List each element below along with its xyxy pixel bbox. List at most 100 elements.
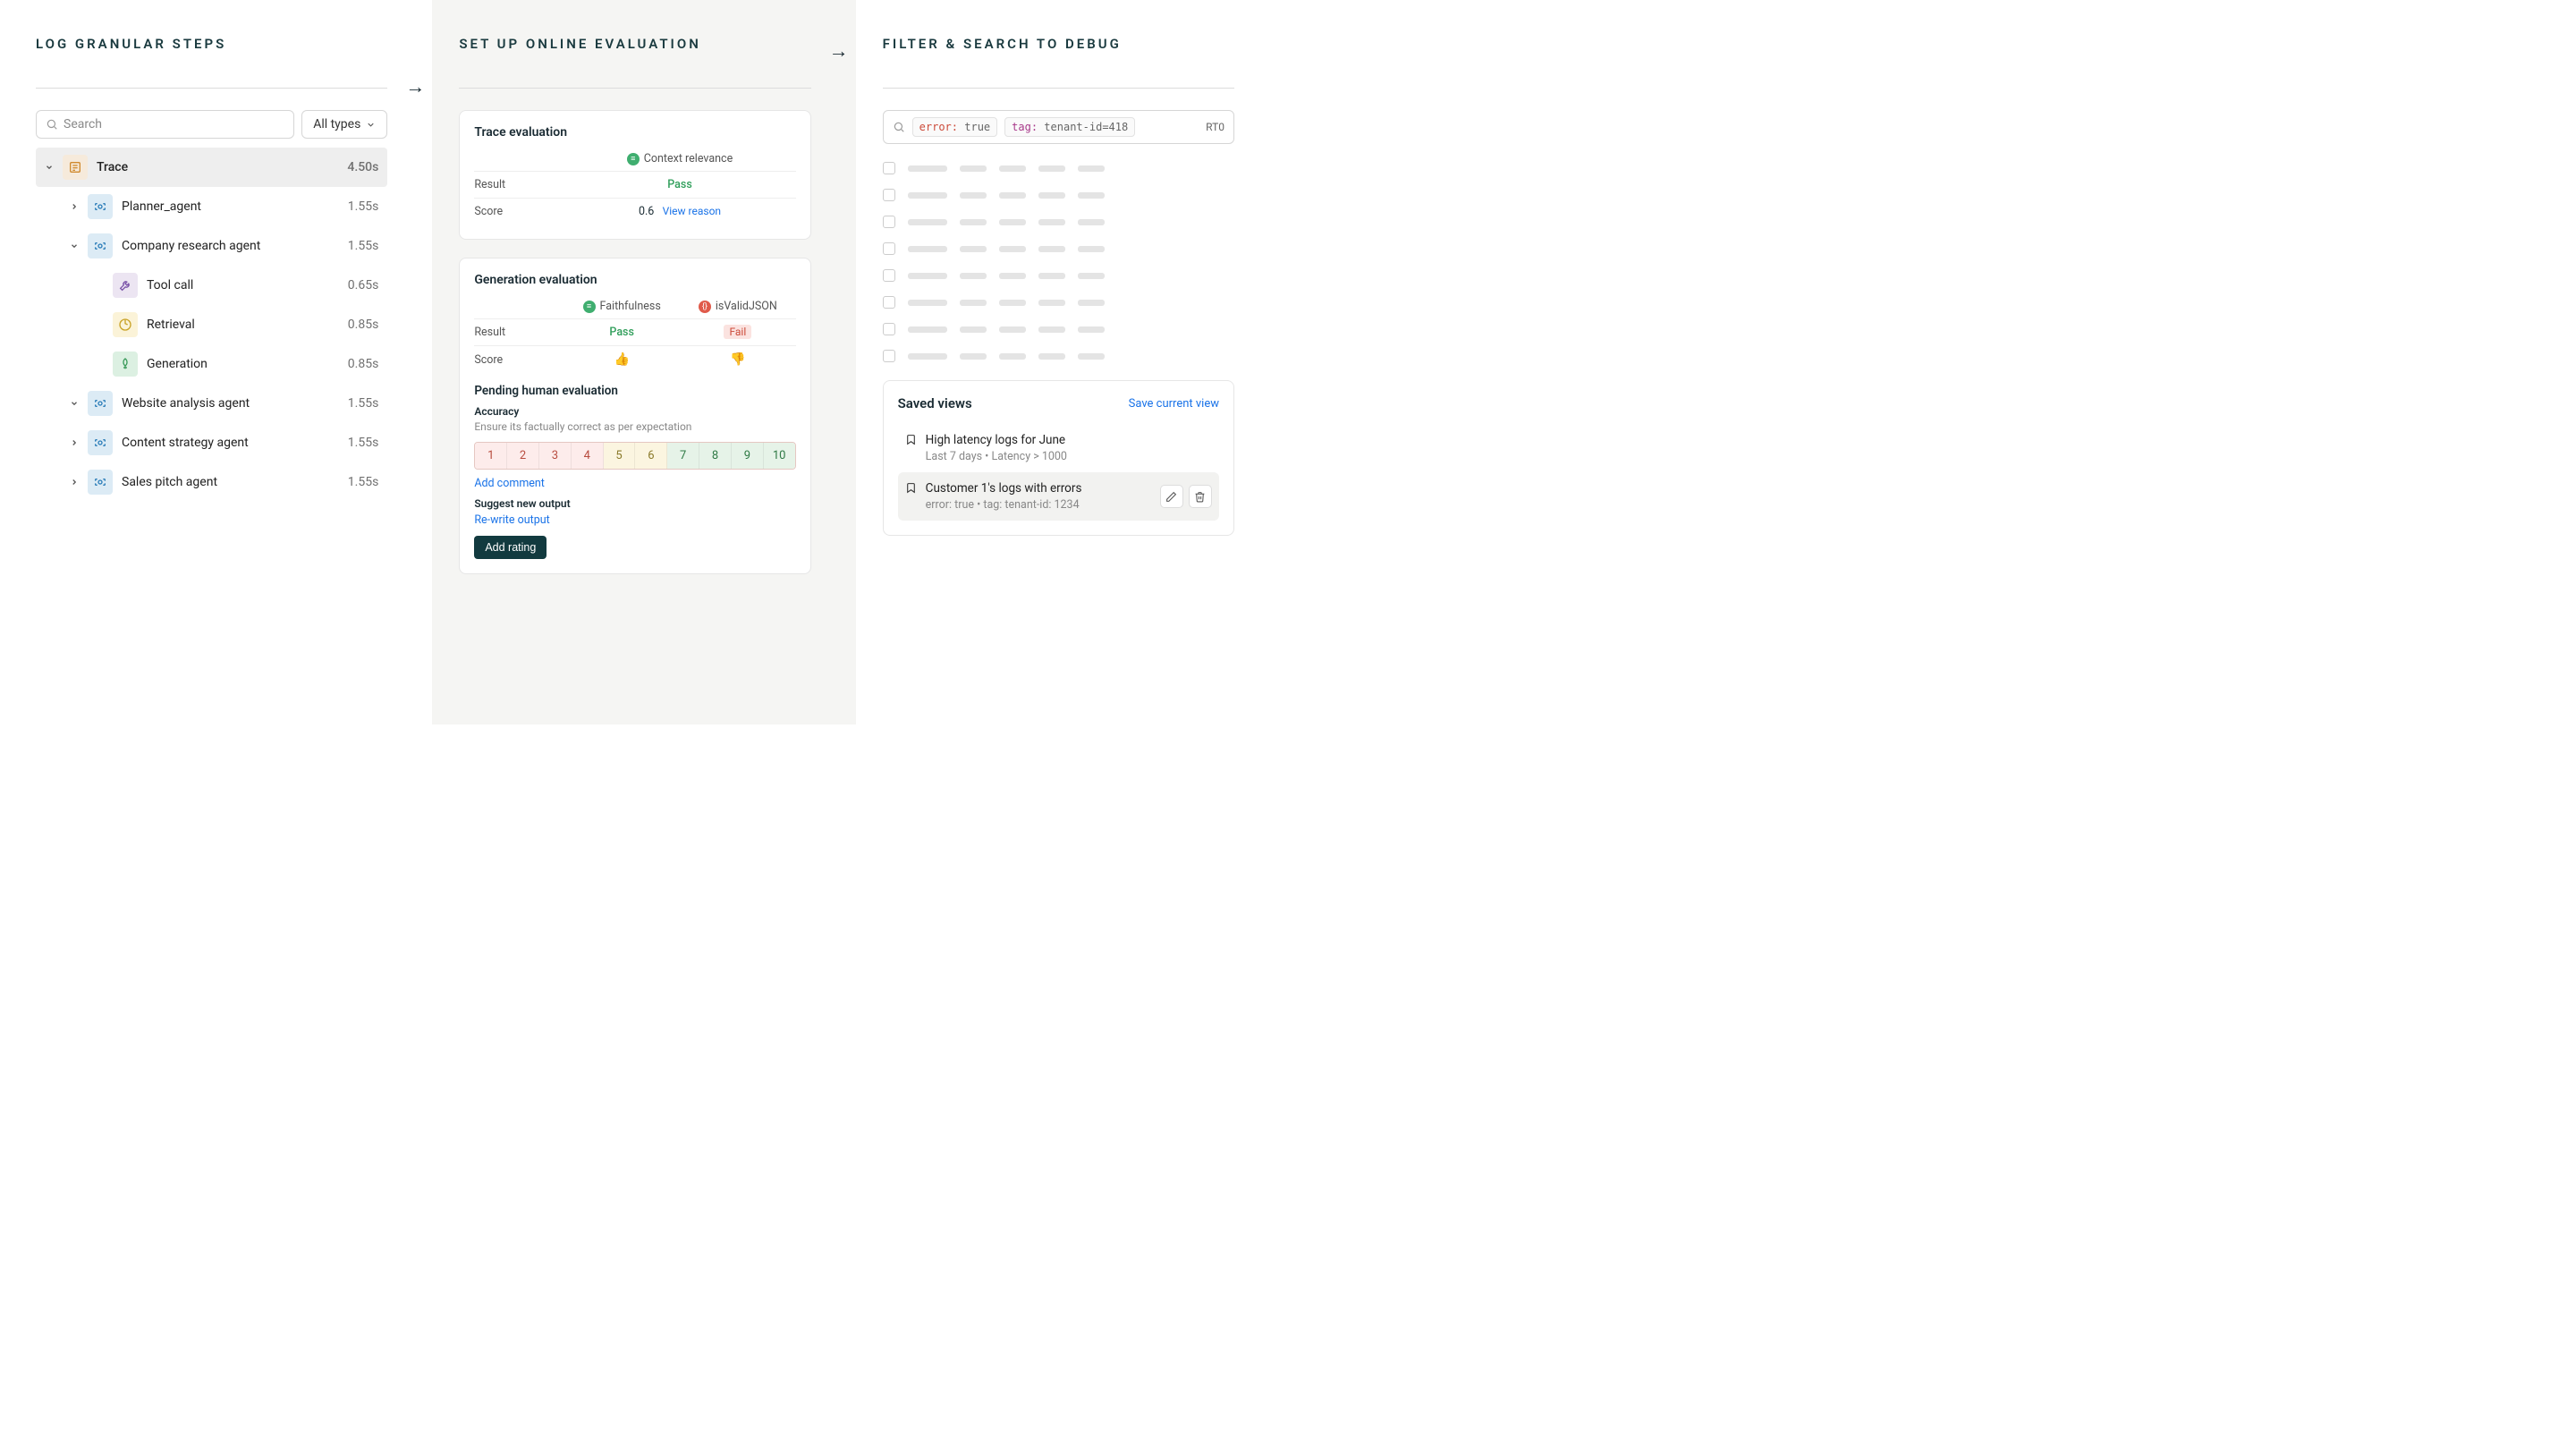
trace-tree: Trace4.50sPlanner_agent1.55sCompany rese… — [36, 148, 387, 502]
node-time: 1.55s — [348, 475, 388, 489]
saved-view-item[interactable]: High latency logs for JuneLast 7 days • … — [898, 424, 1219, 472]
rating-cell[interactable]: 9 — [732, 443, 764, 469]
result-value: Pass — [667, 178, 692, 191]
rating-cell[interactable]: 7 — [667, 443, 699, 469]
rating-cell[interactable]: 2 — [507, 443, 539, 469]
rating-cell[interactable]: 10 — [764, 443, 795, 469]
saved-view-item[interactable]: Customer 1's logs with errorserror: true… — [898, 472, 1219, 521]
rt-label: RT0 — [1206, 121, 1224, 133]
chevron-icon[interactable] — [70, 202, 82, 211]
placeholder-bar — [908, 300, 947, 306]
placeholder-bar — [960, 219, 987, 225]
node-time: 0.65s — [348, 278, 388, 292]
rating-cell[interactable]: 1 — [475, 443, 507, 469]
tree-row[interactable]: Retrieval0.85s — [36, 305, 387, 344]
tree-row[interactable]: Tool call0.65s — [36, 266, 387, 305]
placeholder-bar — [1038, 165, 1065, 172]
node-label: Trace — [97, 160, 347, 174]
node-label: Planner_agent — [122, 199, 348, 214]
tree-row[interactable]: Planner_agent1.55s — [36, 187, 387, 226]
tree-row[interactable]: Trace4.50s — [36, 148, 387, 187]
placeholder-bar — [960, 273, 987, 279]
chevron-icon[interactable] — [70, 478, 82, 487]
agent-icon — [88, 233, 113, 258]
checkbox[interactable] — [883, 162, 895, 174]
chevron-icon[interactable] — [70, 242, 82, 250]
filter-bar[interactable]: error: true tag: tenant-id=418 RT0 — [883, 110, 1234, 144]
filter-chip-error[interactable]: error: true — [912, 117, 998, 137]
result-label: Result — [474, 178, 564, 191]
bookmark-icon — [905, 434, 917, 445]
pending-title: Pending human evaluation — [474, 384, 795, 398]
panel-title: LOG GRANULAR STEPS — [36, 36, 387, 52]
edit-button[interactable] — [1160, 485, 1183, 508]
saved-view-title: Customer 1's logs with errors — [926, 481, 1082, 496]
rating-scale: 12345678910 — [474, 442, 795, 470]
checkbox[interactable] — [883, 323, 895, 335]
thumbs-down-icon[interactable]: 👎 — [730, 352, 745, 367]
divider — [883, 88, 1234, 89]
generation-evaluation-card: Generation evaluation ≡ Faithfulness {} … — [459, 258, 810, 574]
arrow-icon: → — [405, 75, 425, 98]
node-time: 0.85s — [348, 357, 388, 371]
type-filter-dropdown[interactable]: All types — [301, 110, 387, 139]
thumbs-up-icon[interactable]: 👍 — [614, 352, 629, 367]
rating-cell[interactable]: 6 — [635, 443, 667, 469]
result-pass: Pass — [609, 326, 634, 339]
checkbox[interactable] — [883, 269, 895, 282]
search-input[interactable]: Search — [36, 110, 294, 139]
delete-button[interactable] — [1189, 485, 1212, 508]
faithfulness-icon: ≡ — [583, 301, 596, 313]
chevron-icon[interactable] — [45, 163, 57, 172]
save-current-view-link[interactable]: Save current view — [1129, 397, 1219, 411]
tree-row[interactable]: Sales pitch agent1.55s — [36, 462, 387, 502]
tree-row[interactable]: Company research agent1.55s — [36, 226, 387, 266]
placeholder-bar — [1038, 273, 1065, 279]
panel-title: SET UP ONLINE EVALUATION — [459, 36, 810, 52]
node-label: Company research agent — [122, 239, 348, 253]
arrow-icon: → — [829, 39, 849, 63]
table-row — [883, 216, 1234, 228]
table-row — [883, 189, 1234, 201]
checkbox[interactable] — [883, 242, 895, 255]
agent-icon — [88, 194, 113, 219]
metric-name: isValidJSON — [716, 300, 777, 313]
retr-icon — [113, 312, 138, 337]
tree-row[interactable]: Website analysis agent1.55s — [36, 384, 387, 423]
checkbox[interactable] — [883, 350, 895, 362]
placeholder-bar — [1078, 273, 1105, 279]
rating-cell[interactable]: 3 — [539, 443, 572, 469]
json-icon: {} — [699, 301, 711, 313]
placeholder-bar — [999, 219, 1026, 225]
checkbox[interactable] — [883, 216, 895, 228]
rewrite-output-link[interactable]: Re-write output — [474, 513, 795, 527]
divider — [36, 88, 387, 89]
table-row — [883, 296, 1234, 309]
score-label: Score — [474, 353, 564, 367]
placeholder-bar — [908, 353, 947, 360]
rating-cell[interactable]: 4 — [572, 443, 604, 469]
view-reason-link[interactable]: View reason — [663, 205, 721, 217]
tree-row[interactable]: Content strategy agent1.55s — [36, 423, 387, 462]
table-row — [883, 162, 1234, 174]
placeholder-bar — [960, 300, 987, 306]
tree-row[interactable]: Generation0.85s — [36, 344, 387, 384]
chevron-icon[interactable] — [70, 438, 82, 447]
add-rating-button[interactable]: Add rating — [474, 536, 547, 559]
agent-icon — [88, 430, 113, 455]
card-title: Trace evaluation — [474, 125, 795, 140]
filter-chip-tag[interactable]: tag: tenant-id=418 — [1004, 117, 1135, 137]
rating-cell[interactable]: 5 — [604, 443, 636, 469]
results-table-placeholder — [883, 162, 1234, 362]
checkbox[interactable] — [883, 296, 895, 309]
add-comment-link[interactable]: Add comment — [474, 477, 795, 490]
placeholder-bar — [999, 353, 1026, 360]
bookmark-icon — [905, 482, 917, 494]
node-label: Sales pitch agent — [122, 475, 348, 489]
chevron-icon[interactable] — [70, 399, 82, 408]
rating-cell[interactable]: 8 — [699, 443, 732, 469]
table-row — [883, 323, 1234, 335]
checkbox[interactable] — [883, 189, 895, 201]
placeholder-bar — [1038, 326, 1065, 333]
placeholder-bar — [908, 192, 947, 199]
